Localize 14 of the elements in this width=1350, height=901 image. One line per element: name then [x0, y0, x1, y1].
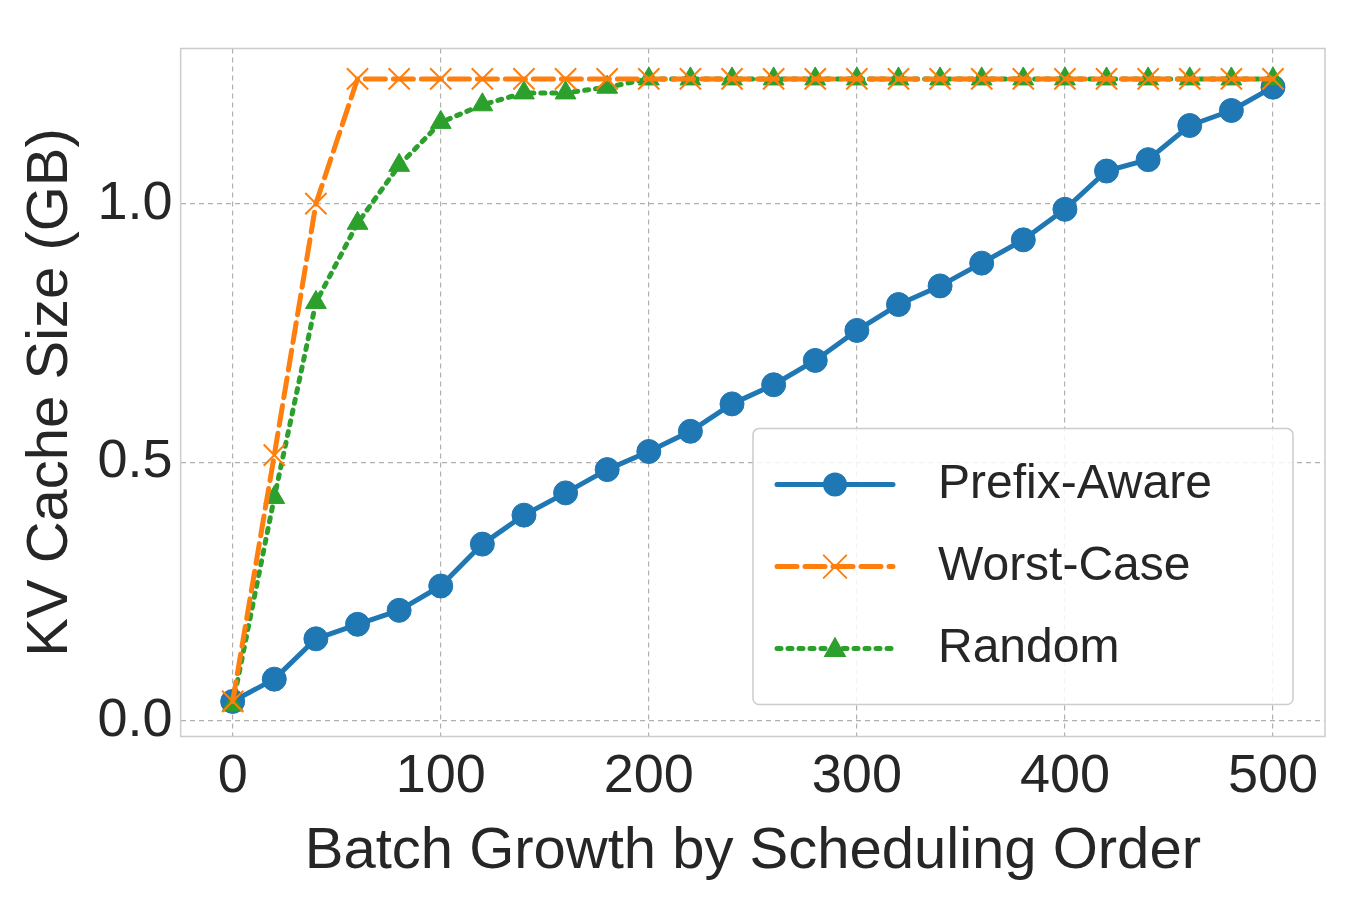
x-tick-label: 300 [811, 742, 902, 803]
legend-label: Random [938, 618, 1120, 672]
y-tick-label: 1.0 [97, 169, 173, 230]
x-tick-label: 0 [217, 742, 248, 803]
y-axis-title: KV Cache Size (GB) [13, 128, 79, 657]
legend-label: Prefix-Aware [938, 454, 1212, 508]
x-tick-label: 200 [603, 742, 694, 803]
y-tick-label: 0.5 [97, 428, 173, 489]
x-tick-label: 500 [1227, 742, 1319, 803]
legend-label: Worst-Case [938, 536, 1191, 590]
x-tick-label: 100 [395, 742, 486, 803]
x-tick-label: 400 [1019, 742, 1110, 803]
y-tick-label: 0.0 [97, 686, 173, 747]
x-axis-title: Batch Growth by Scheduling Order [304, 815, 1201, 881]
